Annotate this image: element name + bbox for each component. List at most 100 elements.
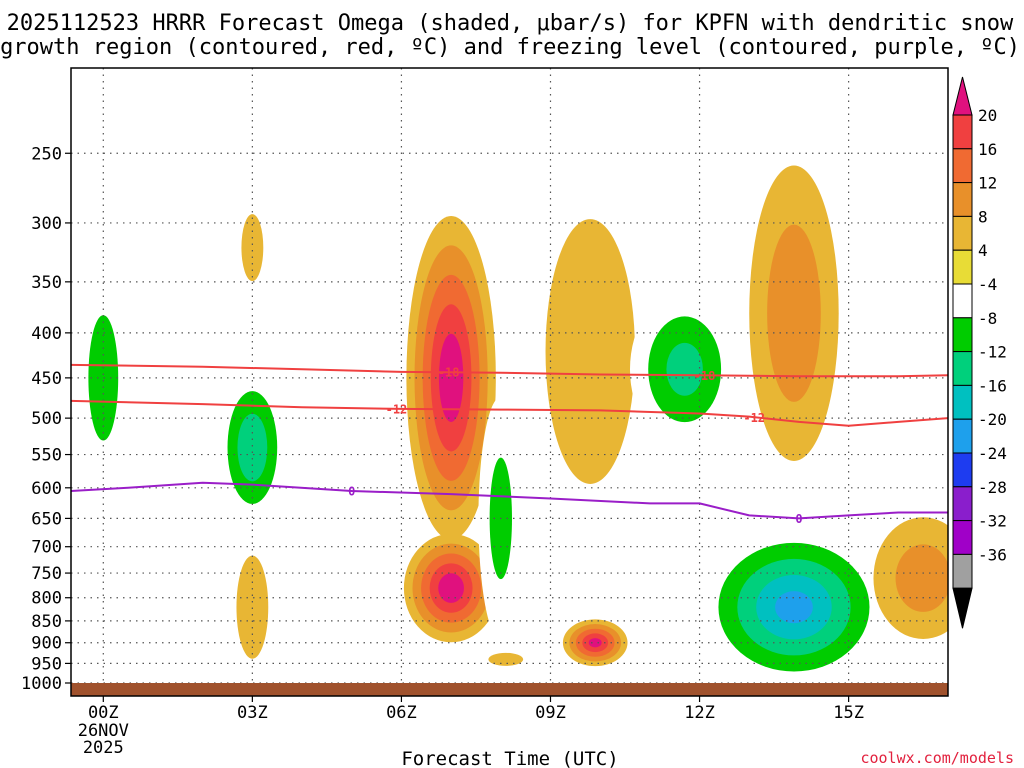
- colorbar-swatch: [952, 114, 973, 150]
- y-tick-label: 1000: [21, 674, 62, 694]
- omega-feature: [94, 584, 113, 612]
- grid-lines: [71, 68, 948, 696]
- y-tick-label: 350: [31, 273, 62, 293]
- colorbar-swatch: [952, 283, 973, 319]
- colorbar-swatch: [952, 384, 973, 420]
- omega-band: [438, 573, 464, 603]
- colorbar-swatch: [952, 418, 973, 454]
- omega-feature: [241, 214, 264, 282]
- omega-band: [88, 315, 119, 441]
- x-tick-label: 00Z: [88, 703, 119, 723]
- y-tick-label: 800: [31, 589, 62, 609]
- contour-label: 0: [348, 484, 355, 498]
- omega-feature: [629, 290, 740, 449]
- omega-field: [78, 74, 948, 688]
- colorbar-swatch: [952, 486, 973, 522]
- contour-label: -12: [386, 402, 408, 416]
- y-tick-label: 500: [31, 409, 62, 429]
- y-tick-label: 900: [31, 634, 62, 654]
- colorbar-label: 20: [978, 106, 997, 125]
- omega-feature: [403, 533, 499, 643]
- y-tick-label: 550: [31, 446, 62, 466]
- colorbar: 20 16 12 8 4 -4 -8 -12 -16 -20 -24 -28 -32 -36: [952, 76, 1007, 629]
- colorbar-label: -32: [978, 512, 1007, 531]
- omega-band: [94, 584, 113, 612]
- contour-label: -12: [743, 411, 765, 425]
- x-tick-label: 15Z: [833, 703, 864, 723]
- omega-feature: [236, 555, 269, 659]
- colorbar-swatch: [952, 351, 973, 386]
- colorbar-label: -16: [978, 376, 1007, 395]
- omega-band: [241, 214, 264, 282]
- x-tick-date-label: 26NOV: [78, 721, 129, 741]
- omega-band: [767, 224, 821, 402]
- y-tick-label: 300: [31, 214, 62, 234]
- omega-feature: [545, 219, 635, 484]
- y-tick-label: 400: [31, 324, 62, 344]
- contour-label: -18: [694, 369, 716, 383]
- contour-label: 0: [795, 512, 802, 526]
- y-tick-label: 250: [31, 144, 62, 164]
- omega-band: [895, 544, 948, 612]
- omega-band: [236, 555, 269, 659]
- colorbar-label: -20: [978, 410, 1007, 429]
- colorbar-label: -4: [978, 275, 997, 294]
- contour-dgz-lower: [71, 399, 948, 427]
- omega-feature: [699, 526, 889, 688]
- omega-feature: [217, 368, 288, 527]
- colorbar-label: -12: [978, 343, 1007, 362]
- y-tick-label: 650: [31, 509, 62, 529]
- omega-band: [438, 333, 464, 423]
- y-tick-label: 450: [31, 369, 62, 389]
- omega-band: [883, 111, 948, 255]
- colorbar-label: 16: [978, 140, 997, 159]
- omega-feature: [883, 111, 948, 255]
- omega-feature: [562, 619, 628, 667]
- y-tick-label: 950: [31, 654, 62, 674]
- chart-title-line-2: growth region (contoured, red, ºC) and f…: [0, 35, 1020, 60]
- y-tick-label: 750: [31, 564, 62, 584]
- contour-dgz-upper: [71, 363, 948, 378]
- colorbar-label: 8: [978, 207, 988, 226]
- colorbar-bottom-arrow: [952, 587, 973, 629]
- x-axis-title: Forecast Time (UTC): [401, 748, 618, 768]
- omega-feature: [406, 215, 496, 540]
- colorbar-label: 12: [978, 174, 997, 193]
- omega-band: [774, 74, 824, 117]
- ground-surface: [71, 683, 948, 696]
- omega-feature: [873, 517, 948, 639]
- colorbar-swatch: [952, 520, 973, 555]
- x-tick-date-label: 2025: [83, 738, 124, 758]
- colorbar-label: -8: [978, 309, 997, 328]
- contour-freezing-level: [71, 481, 948, 520]
- colorbar-swatch: [952, 553, 973, 589]
- colorbar-swatch: [952, 182, 973, 217]
- pressure-axis: 2503003504004505005506006507007508008509…: [21, 144, 71, 694]
- watermark: coolwx.com/models: [860, 749, 1014, 767]
- omega-feature: [78, 273, 129, 483]
- omega-feature: [496, 160, 525, 426]
- plot-frame: [70, 67, 949, 697]
- colorbar-label: -28: [978, 478, 1007, 497]
- y-tick-label: 600: [31, 479, 62, 499]
- omega-band: [588, 638, 602, 648]
- contour-lines: [71, 363, 948, 520]
- y-tick-label: 700: [31, 538, 62, 558]
- chart-title-line-1: 2025112523 HRRR Forecast Omega (shaded, …: [7, 11, 1014, 36]
- colorbar-swatch: [952, 249, 973, 285]
- colorbar-label: 4: [978, 241, 988, 260]
- omega-feature: [488, 652, 524, 666]
- omega-band: [496, 160, 525, 426]
- colorbar-top-arrow: [952, 76, 973, 116]
- colorbar-swatch: [952, 148, 973, 184]
- omega-band: [545, 219, 635, 484]
- colorbar-swatch: [952, 215, 973, 251]
- y-tick-label: 850: [31, 612, 62, 632]
- colorbar-label: -24: [978, 444, 1007, 463]
- omega-band: [191, 573, 214, 613]
- omega-band: [775, 591, 813, 624]
- x-tick-label: 09Z: [535, 703, 566, 723]
- colorbar-swatch: [952, 317, 973, 353]
